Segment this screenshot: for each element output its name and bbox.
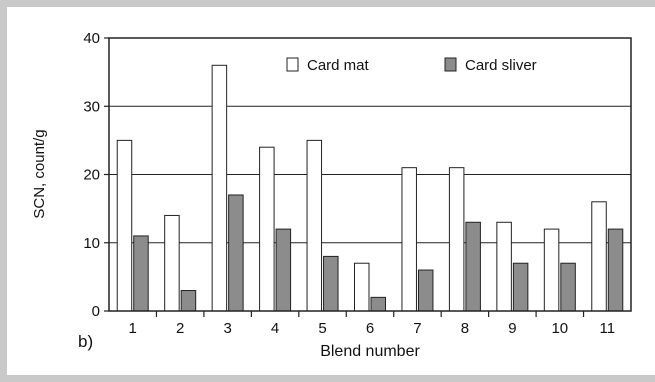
x-tick-label: 10 xyxy=(551,320,568,337)
bar-card-sliver xyxy=(465,221,481,312)
x-tick-label: 7 xyxy=(413,320,421,337)
gridlines xyxy=(109,105,631,244)
axis-ticks: 0 10 20 30 40 1 2 3 4 5 6 7 8 9 10 11 xyxy=(83,30,615,337)
bar-card-mat xyxy=(401,167,417,312)
bar-card-sliver xyxy=(323,255,339,312)
bar-card-mat xyxy=(306,139,323,312)
x-tick-label: 1 xyxy=(129,320,137,337)
x-tick-label: 2 xyxy=(176,320,184,337)
bar-card-sliver xyxy=(133,235,149,312)
bar-card-sliver xyxy=(417,269,434,312)
bar-card-mat xyxy=(543,228,560,312)
x-tick-label: 6 xyxy=(366,320,374,337)
x-tick-label: 3 xyxy=(223,320,231,337)
y-tick-label: 40 xyxy=(83,30,100,47)
legend-label-card-mat: Card mat xyxy=(307,57,370,74)
bar-card-sliver xyxy=(607,228,624,312)
panel-label: b) xyxy=(78,332,93,351)
x-tick-label: 4 xyxy=(271,320,279,337)
bar-card-sliver xyxy=(228,194,244,312)
bar-card-mat xyxy=(164,214,180,312)
y-tick-label: 10 xyxy=(83,235,100,252)
bar-card-mat xyxy=(116,139,133,312)
bar-card-mat xyxy=(448,167,465,312)
legend-swatch-card-sliver xyxy=(444,57,457,72)
bar-card-mat xyxy=(211,64,228,312)
bar-card-sliver xyxy=(560,262,576,312)
legend: Card mat Card sliver xyxy=(286,57,537,74)
x-tick-label: 8 xyxy=(461,320,469,337)
bar-card-sliver xyxy=(275,228,292,312)
y-tick-label: 0 xyxy=(92,303,100,320)
bar-card-mat xyxy=(496,221,512,312)
x-axis-label: Blend number xyxy=(320,343,420,360)
bar-card-mat xyxy=(591,201,607,312)
x-tick-label: 5 xyxy=(318,320,326,337)
legend-label-card-sliver: Card sliver xyxy=(465,57,537,74)
bar-card-mat xyxy=(354,262,370,312)
legend-swatch-card-mat xyxy=(286,57,299,72)
bar-card-sliver xyxy=(180,290,197,312)
y-tick-label: 30 xyxy=(83,98,100,115)
x-tick-label: 9 xyxy=(508,320,516,337)
y-tick-label: 20 xyxy=(83,167,100,184)
x-tick-label: 11 xyxy=(599,320,615,337)
bar-card-sliver xyxy=(512,262,529,312)
bars xyxy=(116,64,624,312)
y-axis-label: SCN, count/g xyxy=(31,129,48,218)
bar-card-sliver xyxy=(370,296,386,312)
bar-card-mat xyxy=(259,146,275,312)
